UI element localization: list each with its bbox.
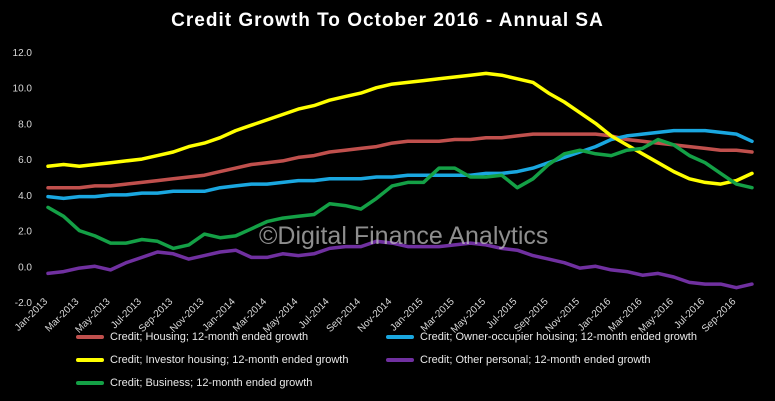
y-tick-label: -2.0: [15, 298, 33, 309]
legend-swatch-other-personal: [386, 358, 414, 363]
legend-label-investor: Credit; Investor housing; 12-month ended…: [110, 354, 349, 366]
watermark: ©Digital Finance Analytics: [259, 222, 549, 250]
x-tick-label: May-2016: [637, 296, 677, 336]
series-line-1: [46, 128, 754, 201]
legend-label-owner-occupier: Credit; Owner-occupier housing; 12-month…: [420, 331, 697, 343]
legend-swatch-owner-occupier: [386, 335, 414, 340]
x-tick-label: Sep-2016: [700, 296, 739, 335]
series-line-0: [46, 132, 754, 190]
x-tick-label: May-2015: [449, 296, 489, 336]
x-tick-label: Nov-2015: [544, 296, 583, 335]
legend-item-owner-occupier: Credit; Owner-occupier housing; 12-month…: [386, 331, 697, 343]
y-tick-label: 8.0: [18, 119, 32, 130]
x-tick-label: Nov-2014: [356, 296, 395, 335]
legend-item-other-personal: Credit; Other personal; 12-month ended g…: [386, 354, 651, 366]
chart-title: Credit Growth To October 2016 - Annual S…: [171, 10, 604, 31]
legend-item-housing: Credit; Housing; 12-month ended growth: [76, 331, 308, 343]
x-tick-label: Nov-2013: [168, 296, 207, 335]
y-tick-label: 0.0: [18, 262, 32, 273]
legend-label-housing: Credit; Housing; 12-month ended growth: [110, 331, 309, 343]
legend-swatch-investor: [76, 358, 104, 363]
legend-item-investor: Credit; Investor housing; 12-month ended…: [76, 354, 348, 366]
legend-item-business: Credit; Business; 12-month ended growth: [76, 377, 312, 389]
series-line-3: [46, 239, 754, 290]
legend-label-business: Credit; Business; 12-month ended growth: [110, 377, 313, 389]
y-tick-label: 4.0: [18, 191, 32, 202]
y-tick-label: 12.0: [13, 48, 33, 59]
series-line-4: [46, 137, 754, 251]
series-line-2: [46, 71, 754, 186]
legend-label-other-personal: Credit; Other personal; 12-month ended g…: [420, 354, 651, 366]
legend-swatch-business: [76, 381, 104, 386]
y-tick-label: 2.0: [18, 227, 32, 238]
x-tick-label: May-2013: [73, 296, 113, 336]
legend-swatch-housing: [76, 335, 104, 340]
y-tick-label: 10.0: [13, 84, 33, 95]
y-tick-label: 6.0: [18, 155, 32, 166]
x-tick-label: May-2014: [261, 296, 301, 336]
